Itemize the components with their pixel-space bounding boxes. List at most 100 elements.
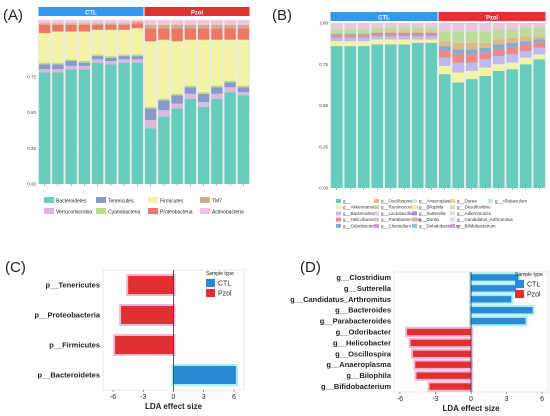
y-tick-label: 0.25 bbox=[27, 146, 36, 151]
bar-segment bbox=[384, 32, 397, 35]
bar-segment bbox=[91, 56, 104, 60]
bar-segment bbox=[105, 20, 117, 24]
bar-segment bbox=[78, 23, 91, 25]
legend-label: g__Helicobacter bbox=[343, 217, 376, 222]
lda-bar bbox=[416, 372, 471, 379]
legend-swatch bbox=[96, 208, 106, 214]
legend-swatch bbox=[412, 223, 417, 228]
bar-segment bbox=[224, 80, 236, 83]
legend-label: g__Clostridium bbox=[381, 223, 411, 228]
bar-segment bbox=[144, 108, 157, 121]
legend-swatch bbox=[450, 199, 455, 203]
y-tick-label: 0.00 bbox=[319, 186, 328, 191]
bar-segment bbox=[65, 59, 77, 61]
bar-segment bbox=[411, 39, 424, 43]
bar-segment bbox=[38, 69, 51, 73]
legend-label: g__Odoribacter bbox=[343, 223, 375, 228]
bar-segment bbox=[438, 41, 451, 47]
bar-segment bbox=[519, 44, 532, 52]
bar-segment bbox=[533, 47, 546, 55]
x-axis-title: LDA effect size bbox=[145, 402, 203, 411]
bar-segment bbox=[65, 20, 77, 24]
bar-segment bbox=[452, 31, 465, 43]
bar-segment bbox=[144, 41, 157, 107]
bar-segment bbox=[52, 64, 64, 70]
bar-segment bbox=[91, 24, 104, 30]
bar-segment bbox=[371, 31, 384, 33]
x-tick-label: 6 bbox=[232, 394, 236, 401]
bar-segment bbox=[344, 29, 357, 33]
bar-segment bbox=[38, 20, 51, 24]
bar-segment bbox=[330, 29, 343, 33]
bar-segment bbox=[411, 32, 424, 35]
bar-segment bbox=[344, 23, 357, 30]
bar-segment bbox=[91, 23, 104, 25]
legend-label: g__Bifidobacterium bbox=[457, 223, 496, 228]
bar-segment bbox=[411, 23, 424, 28]
bar-segment bbox=[118, 62, 130, 184]
bar-segment bbox=[479, 67, 492, 76]
stacked-bar-chart-genus: 0.00 0.25 0.50 0.75 1.00 CTL Pzol g__g__Akkerma… bbox=[319, 12, 546, 228]
bar-segment bbox=[384, 23, 397, 28]
bar-segment bbox=[506, 23, 519, 30]
bar-segment bbox=[144, 120, 157, 129]
bar-segment bbox=[52, 24, 64, 32]
bar-segment bbox=[452, 62, 465, 73]
bar-segment bbox=[452, 49, 465, 55]
bar-segment bbox=[131, 28, 144, 55]
lda-bar bbox=[115, 336, 174, 354]
bar-segment bbox=[38, 64, 51, 70]
bar-segment bbox=[398, 31, 411, 33]
bar-segment bbox=[144, 28, 157, 42]
bar-segment bbox=[211, 85, 223, 88]
category-label: g__Anaeroplasma bbox=[326, 360, 391, 369]
legend-label: Pzol bbox=[218, 291, 232, 298]
legend-label: Pzol bbox=[527, 292, 541, 299]
bar-segment bbox=[357, 23, 370, 30]
bar-segment bbox=[398, 39, 411, 45]
bar-segment bbox=[38, 62, 51, 65]
bar-segment bbox=[533, 39, 546, 43]
bar-segment bbox=[479, 42, 492, 48]
bar-segment bbox=[224, 39, 236, 81]
bar-segment bbox=[533, 23, 546, 28]
legend-label: g__Dehalobacterium bbox=[419, 223, 461, 228]
legend-label: g__Adlercreutzia bbox=[457, 211, 491, 216]
bar-segment bbox=[65, 69, 77, 184]
bar-segment bbox=[492, 64, 505, 71]
bar-segment bbox=[506, 62, 519, 70]
category-label: g__Helicobacter bbox=[333, 338, 391, 347]
legend-swatch bbox=[412, 217, 417, 222]
bar-segment bbox=[465, 54, 478, 63]
bar-segment bbox=[330, 23, 343, 30]
bar-segment bbox=[237, 87, 250, 93]
category-label: g__Oscillospira bbox=[335, 349, 392, 358]
bar-segment bbox=[371, 27, 384, 32]
bar-segment bbox=[171, 28, 183, 42]
bar-segment bbox=[330, 36, 343, 38]
bar-segment bbox=[519, 51, 532, 58]
bar-segment bbox=[438, 74, 451, 188]
bar-segment bbox=[171, 95, 183, 104]
category-label: p__Proteobacteria bbox=[35, 311, 101, 320]
x-axis-title: LDA effect size bbox=[442, 404, 500, 413]
category-label: g__Candidatus_Arthromitus bbox=[290, 295, 391, 304]
bar-segment bbox=[144, 106, 157, 109]
legend-swatch bbox=[450, 205, 455, 210]
category-label: p__Firmicutes bbox=[49, 341, 100, 350]
bar-segment bbox=[118, 20, 130, 24]
bar-segment bbox=[78, 20, 91, 24]
group-strip bbox=[438, 12, 546, 21]
bar-segment bbox=[197, 92, 210, 94]
bar-segment bbox=[465, 42, 478, 50]
bar-segment bbox=[425, 32, 438, 35]
bar-segment bbox=[224, 20, 236, 25]
lda-chart-genus: g__Clostridium g__Sutterella g__Candidatus… bbox=[290, 271, 549, 413]
bar-segment bbox=[344, 34, 357, 37]
bar-segment bbox=[131, 23, 144, 29]
lda-bar bbox=[471, 317, 526, 325]
legend-label: g__Lactobacillus bbox=[381, 211, 415, 216]
legend-label: g__Dorea bbox=[457, 199, 477, 204]
bar-segment bbox=[330, 41, 343, 47]
bar-segment bbox=[91, 29, 104, 55]
